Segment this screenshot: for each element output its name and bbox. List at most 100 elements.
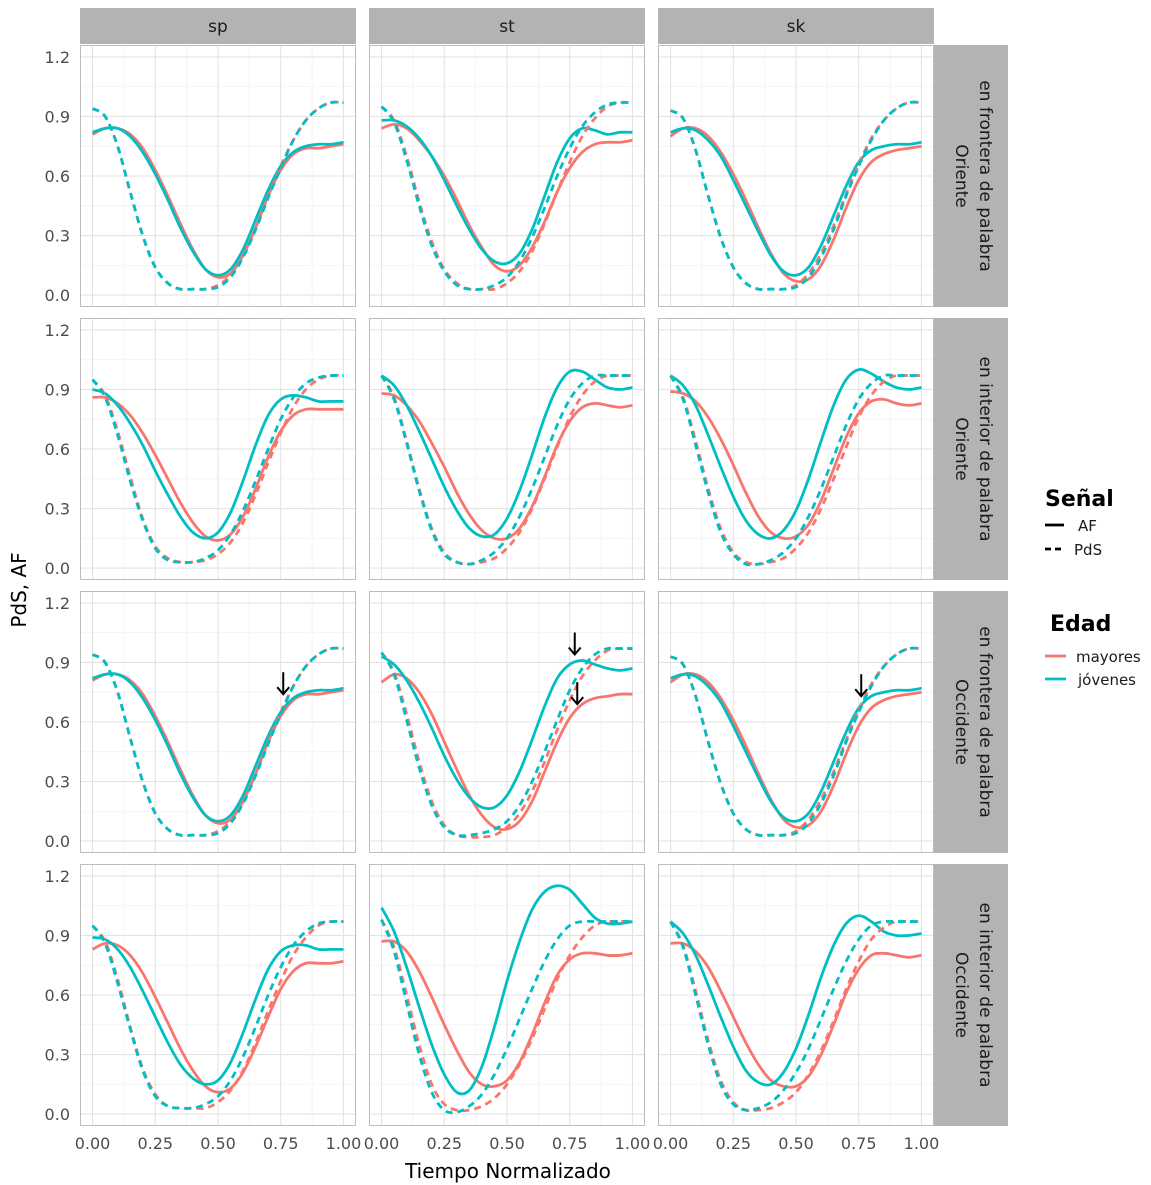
series-line-af-jovenes (92, 126, 344, 277)
row-strip-label-region: Occidente (951, 952, 971, 1038)
x-tick-label: 0.50 (200, 1134, 236, 1153)
panel-r3-c1 (369, 864, 645, 1126)
series-line-af-jovenes (669, 368, 922, 540)
panels (80, 45, 934, 1126)
legend-label-mayores: mayores (1076, 648, 1141, 666)
panel-r1-c0 (80, 318, 356, 580)
y-tick-label: 0.3 (45, 500, 70, 519)
x-tick-label: 0.25 (715, 1134, 751, 1153)
panel-border (658, 591, 934, 853)
series-line-pds-jovenes (669, 646, 922, 837)
panel-r0-c0 (80, 45, 356, 307)
column-strip-sp: sp (80, 8, 356, 44)
y-tick-label: 1.2 (45, 594, 70, 613)
series-line-pds-jovenes (380, 646, 633, 838)
y-tick-label: 0.6 (45, 986, 70, 1005)
panel-border (80, 591, 356, 853)
series-line-af-mayores (91, 126, 344, 279)
x-tick-label: 0.50 (778, 1134, 814, 1153)
annotation-arrow (276, 672, 290, 696)
row-strip-label-context: en frontera de palabra (975, 80, 995, 272)
series-line-pds-mayores (380, 647, 633, 839)
column-strip-label: sk (787, 17, 806, 37)
y-tick-label: 0.3 (45, 1046, 70, 1065)
y-tick-label: 0.0 (45, 286, 70, 305)
x-tick-label: 0.75 (841, 1134, 877, 1153)
series-line-af-mayores (670, 941, 922, 1089)
y-tick-label: 1.2 (45, 867, 70, 886)
panel-border (369, 45, 645, 307)
panel-r3-c0 (80, 864, 356, 1126)
series-line-af-mayores (669, 125, 922, 284)
series-line-pds-jovenes (380, 919, 633, 1115)
panel-border (658, 45, 934, 307)
x-axis-title: Tiempo Normalizado (404, 1159, 611, 1183)
series-line-pds-jovenes (380, 373, 633, 566)
series-line-af-jovenes (92, 388, 344, 540)
series-line-pds-jovenes (91, 374, 344, 564)
panel-r0-c1 (369, 45, 645, 307)
series-line-af-mayores (92, 395, 344, 542)
panel-r1-c2 (658, 318, 934, 580)
series-line-pds-jovenes (380, 101, 633, 292)
legend-label-pds: PdS (1074, 541, 1102, 559)
series-line-af-jovenes (92, 936, 344, 1086)
series-line-af-jovenes (670, 126, 922, 277)
annotation-arrow (570, 682, 585, 706)
series-line-pds-jovenes (669, 919, 922, 1112)
column-strips: sp st sk (80, 8, 934, 44)
legend-title-senal: Señal (1045, 487, 1114, 512)
y-tick-label: 0.6 (45, 440, 70, 459)
series-line-pds-mayores (380, 918, 633, 1113)
series-line-af-mayores (91, 672, 344, 825)
x-tick-label: 1.00 (904, 1134, 940, 1153)
x-tick-label: 0.50 (489, 1134, 525, 1153)
y-tick-label: 0.6 (45, 167, 70, 186)
column-strip-sk: sk (658, 8, 934, 44)
panel-border (658, 318, 934, 580)
row-strip-label-context: en frontera de palabra (975, 626, 995, 818)
column-strip-label: st (499, 17, 515, 37)
y-tick-label: 0.3 (45, 227, 70, 246)
annotation-arrow (854, 674, 868, 698)
x-tick-label: 1.00 (615, 1134, 651, 1153)
series-line-af-mayores (381, 939, 633, 1088)
y-tick-label: 1.2 (45, 48, 70, 67)
legend-label-af: AF (1078, 517, 1097, 535)
x-tick-label: 0.75 (552, 1134, 588, 1153)
y-tick-label: 0.0 (45, 559, 70, 578)
x-tick-label: 0.00 (75, 1134, 111, 1153)
panel-r2-c0 (80, 591, 356, 853)
axis-tick-labels: 0.0 0.3 0.6 0.9 1.2 0.0 0.3 0.6 0.9 1.2 0.0 0.3 0.6 0… (45, 48, 940, 1153)
x-tick-label: 0.25 (426, 1134, 462, 1153)
x-tick-label: 0.25 (137, 1134, 173, 1153)
panel-r1-c1 (369, 318, 645, 580)
series-line-pds-jovenes (91, 100, 344, 291)
y-tick-label: 0.9 (45, 380, 70, 399)
panel-r0-c2 (658, 45, 934, 307)
y-axis-title: PdS, AF (7, 552, 31, 627)
y-tick-label: 0.3 (45, 773, 70, 792)
panel-border (369, 591, 645, 853)
y-tick-label: 0.0 (45, 1105, 70, 1124)
series-line-pds-mayores (91, 373, 344, 564)
x-tick-label: 0.00 (653, 1134, 689, 1153)
panel-border (369, 318, 645, 580)
series-line-af-mayores (380, 672, 633, 832)
y-tick-label: 0.9 (45, 653, 70, 672)
panel-border (369, 864, 645, 1126)
y-tick-label: 0.9 (45, 926, 70, 945)
x-tick-label: 0.75 (263, 1134, 299, 1153)
row-strip-label-context: en interior de palabra (975, 903, 995, 1088)
row-strip-label-context: en interior de palabra (975, 357, 995, 542)
row-strip-3: Occidente en interior de palabra (934, 864, 1008, 1126)
y-tick-label: 0.9 (45, 107, 70, 126)
series-line-pds-jovenes (669, 100, 922, 291)
panel-r3-c2 (658, 864, 934, 1126)
row-strip-2: Occidente en frontera de palabra (934, 591, 1008, 853)
row-strip-label-region: Oriente (951, 417, 971, 480)
legend: Señal AF PdS Edad mayores jóvenes (1045, 487, 1141, 689)
panel-r2-c2 (658, 591, 934, 853)
series-line-af-jovenes (380, 884, 633, 1096)
